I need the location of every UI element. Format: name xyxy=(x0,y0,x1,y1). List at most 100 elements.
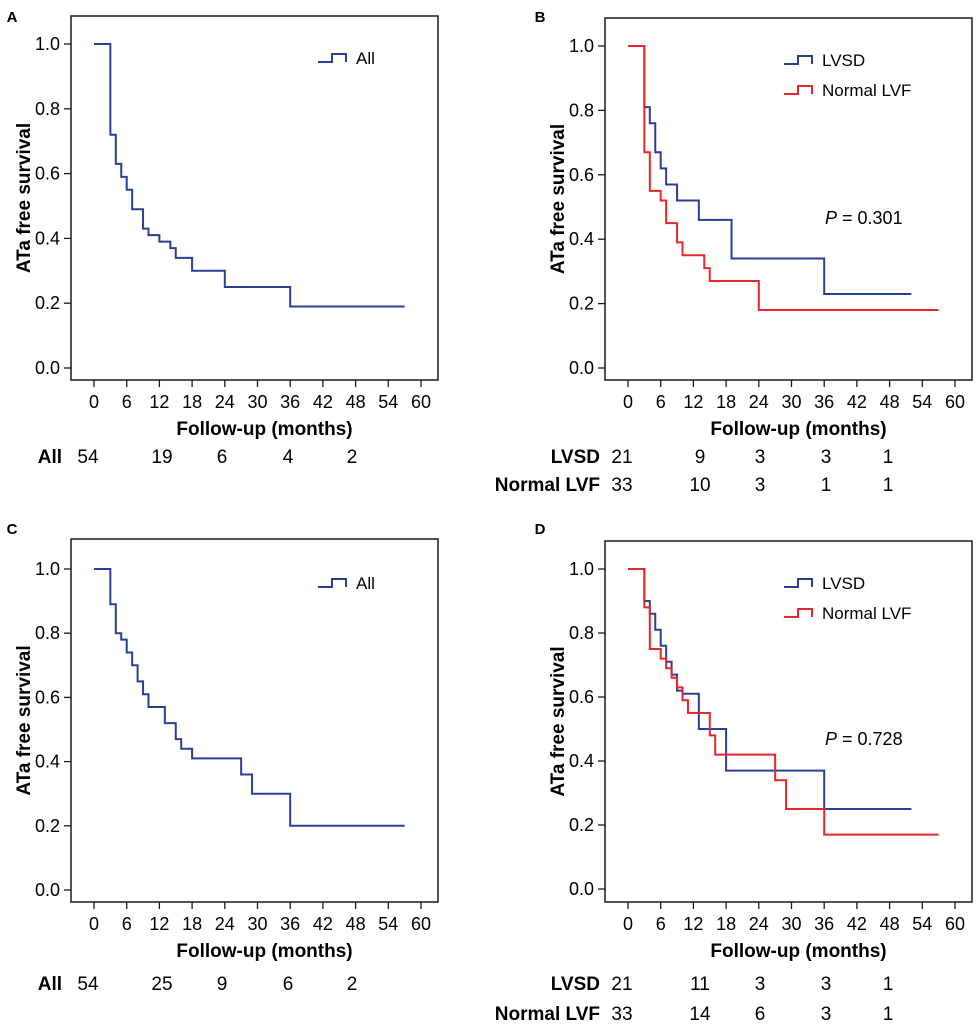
panel-b-risk-value: 9 xyxy=(695,447,706,468)
panel-d-x-tick-label: 30 xyxy=(781,914,801,934)
panel-b-risk-value: 33 xyxy=(611,475,632,496)
panel-b-legend-symbol xyxy=(784,55,813,65)
panel-d-risk-value: 14 xyxy=(689,1004,711,1025)
panel-b-x-tick-label: 6 xyxy=(656,392,666,412)
panel-b-legend-symbol xyxy=(784,85,813,95)
panel-a-x-tick-label: 30 xyxy=(247,392,267,412)
panel-d-y-axis-label: ATa free survival xyxy=(548,646,569,796)
panel-b-label: B xyxy=(535,9,546,26)
panel-a-risk-value: 4 xyxy=(283,447,294,468)
panel-d-risk-value: 33 xyxy=(611,1004,632,1025)
panel-b-risk-value: 3 xyxy=(755,475,766,496)
panel-d-x-axis-label: Follow-up (months) xyxy=(710,941,886,962)
panel-b-legend-label: Normal LVF xyxy=(822,81,911,100)
panel-c-x-tick-label: 48 xyxy=(346,914,366,934)
panel-b-y-axis-label: ATa free survival xyxy=(548,124,569,274)
panel-d-risk-value: 21 xyxy=(611,974,632,995)
panel-a-x-tick-label: 54 xyxy=(378,392,398,412)
panel-d-x-tick-label: 24 xyxy=(749,914,769,934)
panel-c-x-tick-label: 12 xyxy=(149,914,169,934)
panel-a-y-tick-label: 0.8 xyxy=(35,99,60,119)
panel-b-x-tick-label: 54 xyxy=(912,392,932,412)
panel-b-x-tick-label: 24 xyxy=(749,392,769,412)
panel-c-x-tick-label: 24 xyxy=(215,914,235,934)
panel-c-risk-value: 9 xyxy=(217,974,228,995)
panel-a-legend-label: All xyxy=(356,49,375,68)
panel-d-y-tick-label: 1.0 xyxy=(569,559,594,579)
panel-a-y-tick-label: 1.0 xyxy=(35,34,60,54)
panel-c-x-axis-label: Follow-up (months) xyxy=(176,941,352,962)
panel-d-y-tick-label: 0.6 xyxy=(569,687,594,707)
panel-d-risk-value: 11 xyxy=(690,974,710,995)
panel-c-y-axis-label: ATa free survival xyxy=(14,645,35,795)
panel-d-risk-value: 1 xyxy=(883,1004,894,1025)
panel-d-risk-value: 3 xyxy=(755,974,766,995)
panel-b-y-tick-label: 0.0 xyxy=(569,358,594,378)
panel-c-y-tick-label: 0.4 xyxy=(35,752,60,772)
panel-a-legend-symbol xyxy=(318,53,347,63)
panel-b-x-tick-label: 30 xyxy=(781,392,801,412)
panel-d-risk-value: 3 xyxy=(821,1004,832,1025)
panel-b-x-tick-label: 12 xyxy=(683,392,703,412)
panel-c-x-tick-label: 36 xyxy=(280,914,300,934)
panel-c-risk-value: 54 xyxy=(77,974,99,995)
panel-b-x-tick-label: 48 xyxy=(880,392,900,412)
panel-d-legend-symbol xyxy=(784,608,813,618)
panel-a-risk-value: 54 xyxy=(77,447,99,468)
panel-c-risk-value: 6 xyxy=(283,974,294,995)
panel-b-p-text: = 0.301 xyxy=(837,208,903,228)
panel-a-x-tick-label: 36 xyxy=(280,392,300,412)
panel-c-x-tick-label: 60 xyxy=(411,914,431,934)
panel-a-x-tick-label: 24 xyxy=(215,392,235,412)
panel-b-x-tick-label: 18 xyxy=(716,392,736,412)
panel-a-risk-value: 6 xyxy=(217,447,228,468)
panel-a-risk-value: 2 xyxy=(347,447,358,468)
panel-c-risk-value: 25 xyxy=(151,974,172,995)
panel-c-x-tick-label: 6 xyxy=(122,914,132,934)
panel-d-risk-value: 3 xyxy=(821,974,832,995)
panel-a-label: A xyxy=(7,9,18,26)
panel-c-x-tick-label: 30 xyxy=(247,914,267,934)
panel-b-legend-label: LVSD xyxy=(822,51,865,70)
panel-b-p-symbol: P xyxy=(825,208,837,228)
panel-b-risk-row-label: LVSD xyxy=(551,447,600,468)
panel-a-x-tick-label: 0 xyxy=(89,392,99,412)
panel-d-x-tick-label: 6 xyxy=(656,914,666,934)
panel-d-x-tick-label: 18 xyxy=(716,914,736,934)
panel-a-risk-value: 19 xyxy=(151,447,172,468)
panel-b-series-lvsd-line xyxy=(628,45,912,295)
panel-d-risk-value: 1 xyxy=(883,974,894,995)
panel-d-risk-row-label: Normal LVF xyxy=(495,1004,600,1025)
panel-d-label: D xyxy=(535,521,546,538)
panel-b-series-normal-lvf-line xyxy=(628,45,939,312)
panel-d-y-tick-label: 0.0 xyxy=(569,879,594,899)
panel-b-risk-value: 1 xyxy=(821,475,832,496)
panel-d-y-tick-label: 0.4 xyxy=(569,751,594,771)
panel-d-risk-value: 6 xyxy=(755,1004,766,1025)
panel-b-risk-value: 3 xyxy=(821,447,832,468)
panel-c-x-tick-label: 42 xyxy=(313,914,333,934)
panel-c-y-tick-label: 0.8 xyxy=(35,623,60,643)
panel-c-legend-label: All xyxy=(356,574,375,593)
panel-b-risk-value: 3 xyxy=(755,447,766,468)
panel-a-x-tick-label: 42 xyxy=(313,392,333,412)
panel-d-plot-frame xyxy=(604,540,973,903)
panel-d-y-tick-label: 0.8 xyxy=(569,623,594,643)
panel-c-risk-value: 2 xyxy=(347,974,358,995)
panel-b-risk-value: 21 xyxy=(611,447,632,468)
panel-b-x-axis-label: Follow-up (months) xyxy=(710,419,886,440)
panel-b-y-tick-label: 0.2 xyxy=(569,294,594,314)
panel-b-risk-value: 1 xyxy=(883,447,894,468)
panel-b-x-tick-label: 36 xyxy=(814,392,834,412)
panel-b-risk-value: 1 xyxy=(883,475,894,496)
panel-d-legend-symbol xyxy=(784,578,813,588)
panel-d-x-tick-label: 60 xyxy=(945,914,965,934)
panel-c-x-tick-label: 18 xyxy=(182,914,202,934)
panel-a-y-tick-label: 0.0 xyxy=(35,358,60,378)
panel-a-x-tick-label: 48 xyxy=(346,392,366,412)
panel-a-y-tick-label: 0.2 xyxy=(35,293,60,313)
panel-a-risk-row-label: All xyxy=(38,447,62,468)
panel-b-x-tick-label: 60 xyxy=(945,392,965,412)
panel-a-y-axis-label: ATa free survival xyxy=(14,123,35,273)
